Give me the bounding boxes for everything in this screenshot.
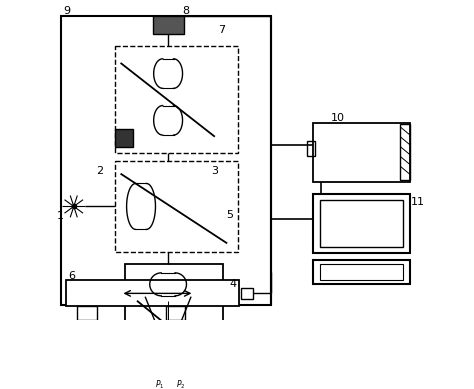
Text: 7: 7 bbox=[218, 25, 225, 35]
Bar bbox=[153, 16, 184, 34]
Bar bbox=[151, 366, 169, 378]
Bar bbox=[307, 141, 315, 156]
Text: 8: 8 bbox=[182, 6, 190, 16]
Bar bbox=[65, 280, 239, 307]
Text: 3: 3 bbox=[211, 166, 219, 176]
Bar bbox=[241, 287, 253, 299]
Bar bbox=[115, 161, 238, 252]
Text: $P_2$: $P_2$ bbox=[176, 378, 186, 389]
Text: 11: 11 bbox=[411, 197, 425, 207]
Bar bbox=[172, 366, 190, 378]
Bar bbox=[313, 123, 410, 182]
Bar bbox=[147, 366, 201, 381]
Bar bbox=[400, 124, 410, 180]
Bar bbox=[61, 16, 271, 305]
Text: $P_1$: $P_1$ bbox=[155, 378, 164, 389]
Text: 10: 10 bbox=[331, 113, 345, 123]
Text: 5: 5 bbox=[226, 210, 233, 220]
Bar bbox=[320, 200, 403, 247]
Bar bbox=[77, 307, 97, 320]
Bar bbox=[320, 264, 403, 280]
Bar bbox=[115, 128, 133, 147]
Text: 9: 9 bbox=[64, 6, 71, 16]
Bar bbox=[313, 194, 410, 253]
Text: 6: 6 bbox=[68, 271, 75, 281]
Bar bbox=[125, 264, 223, 362]
Bar bbox=[313, 260, 410, 284]
Bar bbox=[115, 47, 238, 153]
Text: 1: 1 bbox=[57, 211, 64, 221]
Text: 2: 2 bbox=[97, 166, 104, 176]
Bar bbox=[165, 307, 185, 320]
Text: 4: 4 bbox=[229, 279, 237, 289]
